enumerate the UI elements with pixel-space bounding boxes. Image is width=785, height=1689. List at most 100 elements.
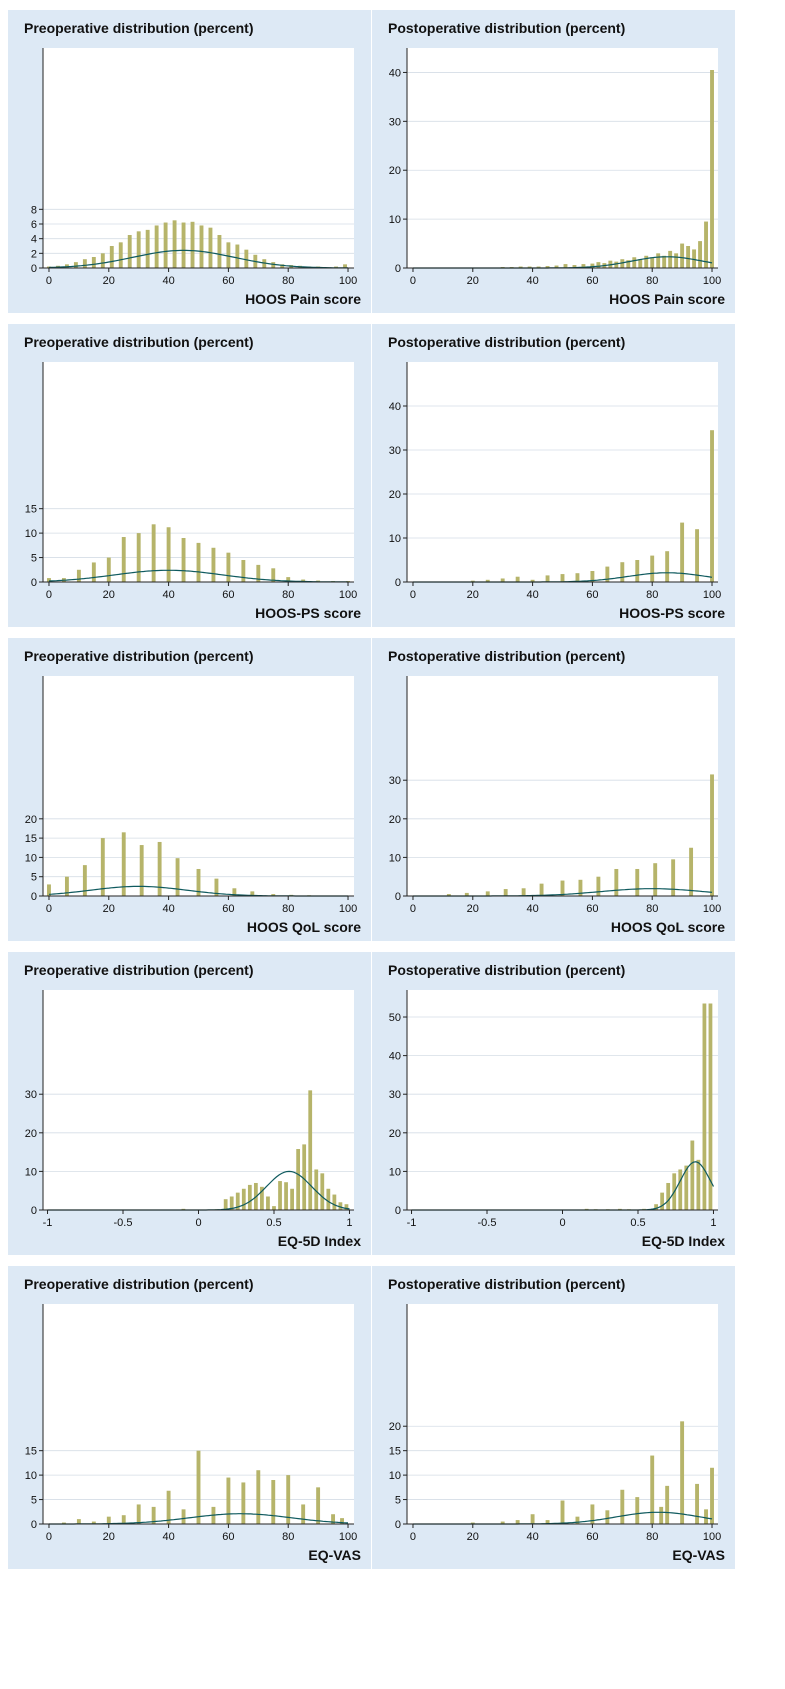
histogram-bar — [229, 1196, 234, 1210]
y-tick: 10 — [389, 1470, 407, 1482]
histogram-bar — [199, 225, 204, 268]
histogram-bar — [136, 1504, 141, 1524]
x-tick: 40 — [526, 582, 539, 601]
x-tick-label: 60 — [222, 275, 234, 287]
histogram-bar — [680, 1421, 685, 1524]
histogram-bar — [82, 259, 87, 268]
x-axis-label: HOOS-PS score — [255, 605, 361, 621]
y-tick-label: 4 — [31, 234, 37, 246]
x-tick-label: 0 — [46, 1531, 52, 1543]
x-tick: 20 — [467, 896, 479, 915]
histogram-bar — [343, 264, 347, 268]
y-tick: 10 — [25, 1166, 43, 1178]
histogram-bar — [572, 265, 577, 268]
x-tick-label: 1 — [346, 1217, 352, 1229]
y-tick: 5 — [31, 553, 43, 565]
histogram-bar — [530, 1514, 535, 1524]
histogram-bar — [235, 1192, 240, 1210]
x-tick-label: 20 — [467, 1531, 479, 1543]
x-tick-label: 100 — [339, 589, 357, 601]
plot-area — [407, 676, 718, 896]
histogram-bar — [605, 566, 610, 582]
chart-panel-7: Preoperative distribution (percent) EQ-5D… — [8, 952, 371, 1255]
histogram-bar — [710, 774, 714, 896]
x-tick-label: 40 — [162, 275, 174, 287]
chart-title: Preoperative distribution (percent) — [24, 648, 254, 664]
x-tick-label: 20 — [467, 275, 479, 287]
histogram-bar — [181, 222, 186, 268]
histogram-bar — [575, 573, 580, 582]
y-tick-label: 5 — [31, 1495, 37, 1507]
histogram-bar — [290, 1188, 294, 1210]
y-tick-label: 10 — [25, 1166, 37, 1178]
x-tick-label: 0 — [410, 275, 416, 287]
histogram-bar — [235, 244, 240, 268]
histogram-bar — [545, 1520, 550, 1524]
histogram-bar — [690, 1140, 695, 1210]
histogram-bar — [266, 1196, 270, 1210]
y-tick: 15 — [389, 1446, 407, 1458]
histogram-bar — [696, 1159, 701, 1210]
chart-svg: 0 10 20 30 40 0 20 40 60 80 100 — [389, 362, 721, 601]
chart-svg: 0 10 20 30 40 0 20 40 60 80 100 — [389, 48, 721, 287]
histogram-bar — [136, 533, 141, 582]
histogram-bar — [121, 537, 126, 582]
histogram-bar — [653, 863, 658, 896]
histogram-bar — [485, 579, 490, 582]
x-tick: 1 — [346, 1210, 353, 1229]
histogram-bar — [118, 242, 123, 268]
histogram-bar — [620, 1489, 625, 1524]
x-tick: 40 — [526, 896, 539, 915]
y-tick-label: 30 — [25, 1089, 37, 1101]
y-tick: 5 — [31, 872, 43, 884]
plot-area — [43, 676, 354, 896]
x-tick-label: 80 — [282, 275, 294, 287]
x-tick: 60 — [222, 582, 235, 601]
x-tick-label: 0 — [195, 1217, 201, 1229]
plot-area — [407, 1304, 718, 1524]
x-tick: 80 — [646, 268, 658, 287]
histogram-bar — [250, 891, 255, 896]
x-tick: -0.5 — [114, 1210, 132, 1229]
x-tick: 0 — [410, 268, 416, 287]
x-tick: 100 — [339, 896, 357, 915]
chart-svg: 0 5 10 15 0 20 40 60 80 100 — [25, 1304, 357, 1543]
histogram-bar — [196, 1450, 201, 1524]
x-tick: 40 — [526, 268, 539, 287]
x-tick-label: 80 — [282, 903, 294, 915]
y-tick: 0 — [31, 1205, 43, 1217]
x-tick: 40 — [526, 1524, 539, 1543]
histogram-bar — [518, 266, 523, 268]
plot-area — [407, 990, 718, 1210]
y-tick: 20 — [25, 1128, 43, 1140]
y-tick-label: 0 — [395, 263, 401, 275]
y-tick: 30 — [389, 445, 407, 457]
x-tick: 20 — [467, 1524, 479, 1543]
histogram-bar — [241, 1188, 246, 1210]
histogram-bar — [635, 1497, 640, 1524]
y-tick: 0 — [395, 891, 407, 903]
x-tick: -0.5 — [478, 1210, 496, 1229]
histogram-bar — [172, 220, 177, 268]
x-tick-label: 0 — [46, 589, 52, 601]
y-tick-label: 0 — [31, 263, 37, 275]
x-tick: 0.5 — [630, 1210, 646, 1229]
y-tick: 40 — [389, 67, 407, 79]
chart-title: Postoperative distribution (percent) — [388, 962, 626, 978]
chart-panel-6: Postoperative distribution (percent) HOOS… — [372, 638, 735, 941]
histogram-bar — [665, 551, 670, 582]
y-tick-label: 30 — [389, 116, 401, 128]
histogram-bar — [217, 235, 222, 268]
histogram-bar — [47, 578, 51, 582]
histogram-bar — [320, 1173, 325, 1210]
histogram-bar — [91, 1521, 96, 1524]
x-tick-label: 80 — [646, 275, 658, 287]
histogram-bar — [256, 564, 261, 582]
x-tick-label: 0 — [410, 903, 416, 915]
histogram-bar — [121, 832, 126, 896]
histogram-bar — [145, 229, 150, 268]
x-tick-label: 20 — [103, 589, 115, 601]
histogram-bar — [109, 246, 114, 268]
histogram-bar — [272, 1206, 276, 1210]
